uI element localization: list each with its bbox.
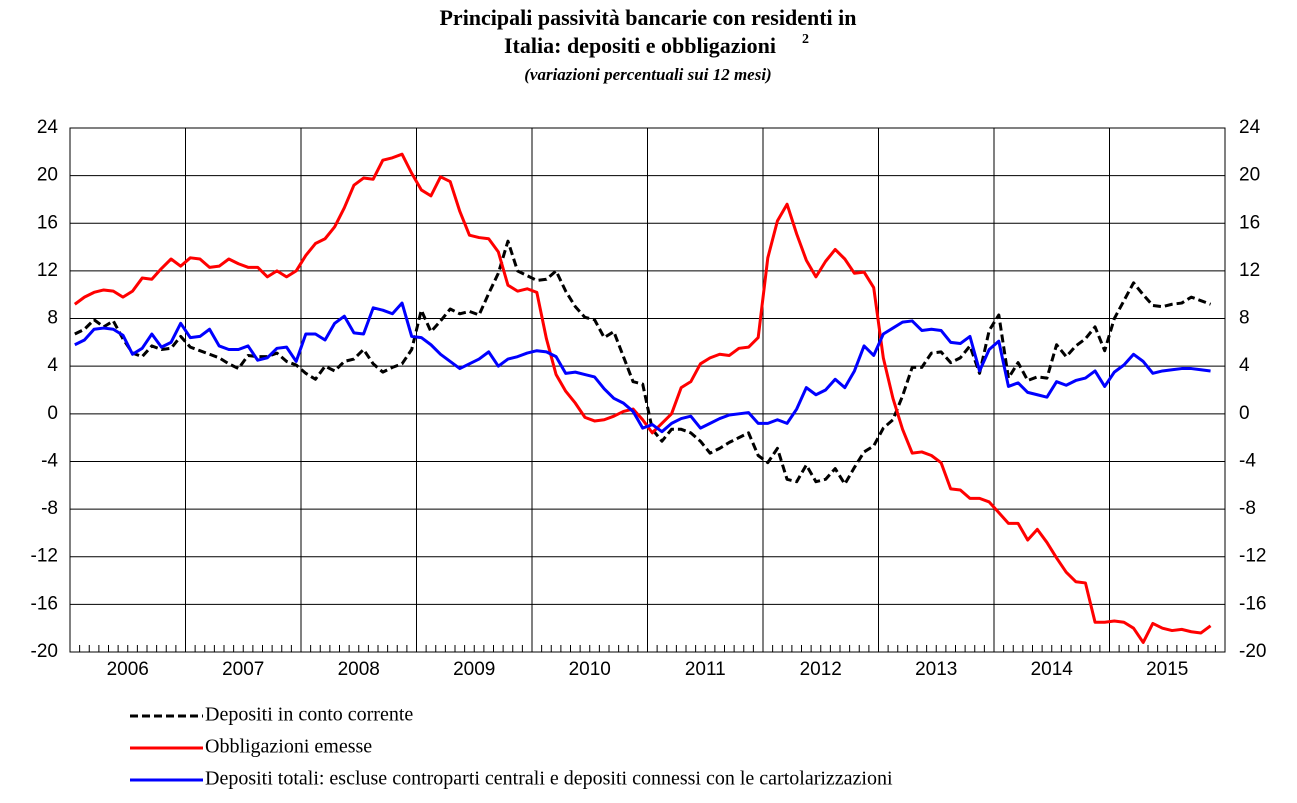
series-line: [73, 152, 1212, 644]
chart-title: Principali passività bancarie con reside…: [439, 5, 856, 30]
legend-label: Depositi in conto corrente: [205, 704, 413, 726]
y2-tick-label: 16: [1239, 212, 1260, 233]
x-tick-label: 2010: [569, 659, 611, 680]
x-tick-label: 2007: [222, 659, 264, 680]
y-tick-label: -4: [41, 450, 58, 471]
y2-tick-label: 4: [1239, 355, 1250, 376]
x-tick-label: 2013: [915, 659, 957, 680]
y-tick-label: -8: [41, 498, 58, 519]
series-line: [74, 239, 1212, 486]
chart-title: Italia: depositi e obbligazioni: [504, 33, 776, 58]
y-tick-label: 20: [37, 165, 58, 186]
legend-label: Obbligazioni emesse: [205, 736, 372, 758]
title-note: 2: [802, 32, 809, 47]
chart-subtitle: (variazioni percentuali sui 12 mesi): [524, 65, 771, 84]
y2-tick-label: 20: [1239, 165, 1260, 186]
y-tick-label: -16: [31, 593, 58, 614]
y2-tick-label: -20: [1239, 641, 1266, 662]
y2-tick-label: 24: [1239, 117, 1261, 138]
x-tick-label: 2014: [1031, 659, 1074, 680]
y2-tick-label: -12: [1239, 546, 1266, 567]
x-tick-label: 2009: [453, 659, 495, 680]
y2-tick-label: -16: [1239, 593, 1266, 614]
y2-tick-label: 0: [1239, 403, 1250, 424]
series-line: [74, 301, 1211, 434]
y-tick-label: 4: [47, 355, 58, 376]
plot-frame: [69, 127, 1226, 653]
x-tick-label: 2015: [1146, 659, 1188, 680]
y2-tick-label: -4: [1239, 450, 1256, 471]
y2-tick-label: 12: [1239, 260, 1260, 281]
y-tick-label: 0: [47, 403, 58, 424]
legend-label: Depositi totali: escluse controparti cen…: [205, 768, 893, 790]
x-tick-label: 2008: [338, 659, 380, 680]
y-tick-label: 12: [37, 260, 58, 281]
y-tick-label: -20: [31, 641, 58, 662]
y-tick-label: 24: [37, 117, 59, 138]
y-tick-label: 16: [37, 212, 58, 233]
y-tick-label: -12: [31, 546, 58, 567]
x-tick-label: 2011: [685, 659, 726, 680]
y2-tick-label: -8: [1239, 498, 1256, 519]
x-tick-label: 2012: [800, 659, 842, 680]
y-tick-label: 8: [47, 308, 58, 329]
x-tick-label: 2006: [107, 659, 149, 680]
y2-tick-label: 8: [1239, 308, 1250, 329]
